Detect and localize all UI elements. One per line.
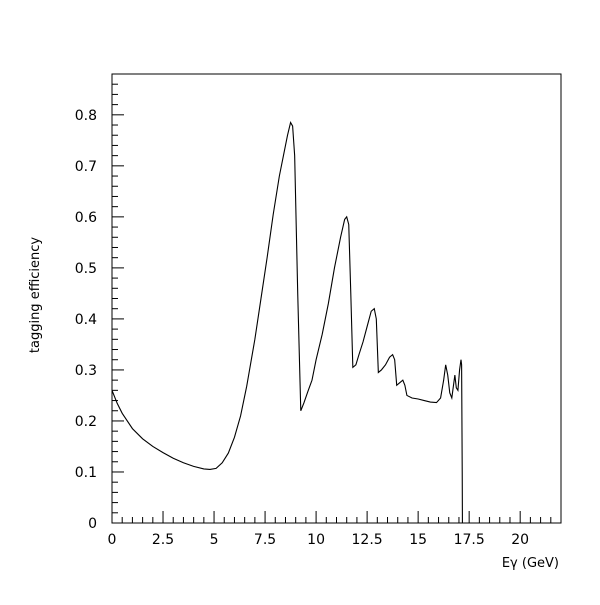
tick-labels: 0 2.5 5 7.5 10 12.5 15 17.5 20 0 0.1 0.2 0.3 0.4 0.5 0.… [75, 108, 529, 548]
y-tick-label: 0.5 [75, 261, 97, 277]
y-tick-label: 0.1 [75, 465, 97, 481]
x-tick-label: 12.5 [352, 532, 383, 548]
y-tick-label: 0.8 [75, 108, 97, 124]
plot-frame [111, 73, 562, 524]
y-axis-label: tagging efficiency [28, 237, 43, 354]
x-tick-label: 2.5 [152, 532, 174, 548]
tick-marks [111, 73, 562, 524]
x-tick-label: 17.5 [454, 532, 485, 548]
y-tick-label: 0.7 [75, 159, 97, 175]
y-tick-label: 0.3 [75, 363, 97, 379]
x-axis-label: Eγ (GeV) [502, 556, 559, 571]
y-tick-label: 0 [88, 516, 97, 532]
x-tick-label: 0 [108, 532, 117, 548]
x-tick-label: 20 [511, 532, 529, 548]
x-tick-label: 10 [307, 532, 325, 548]
x-tick-label: 7.5 [254, 532, 276, 548]
y-tick-label: 0.4 [75, 312, 97, 328]
y-tick-label: 0.6 [75, 210, 97, 226]
x-tick-label: 15 [409, 532, 427, 548]
efficiency-curve [111, 120, 463, 524]
y-tick-label: 0.2 [75, 414, 97, 430]
x-tick-label: 5 [210, 532, 219, 548]
